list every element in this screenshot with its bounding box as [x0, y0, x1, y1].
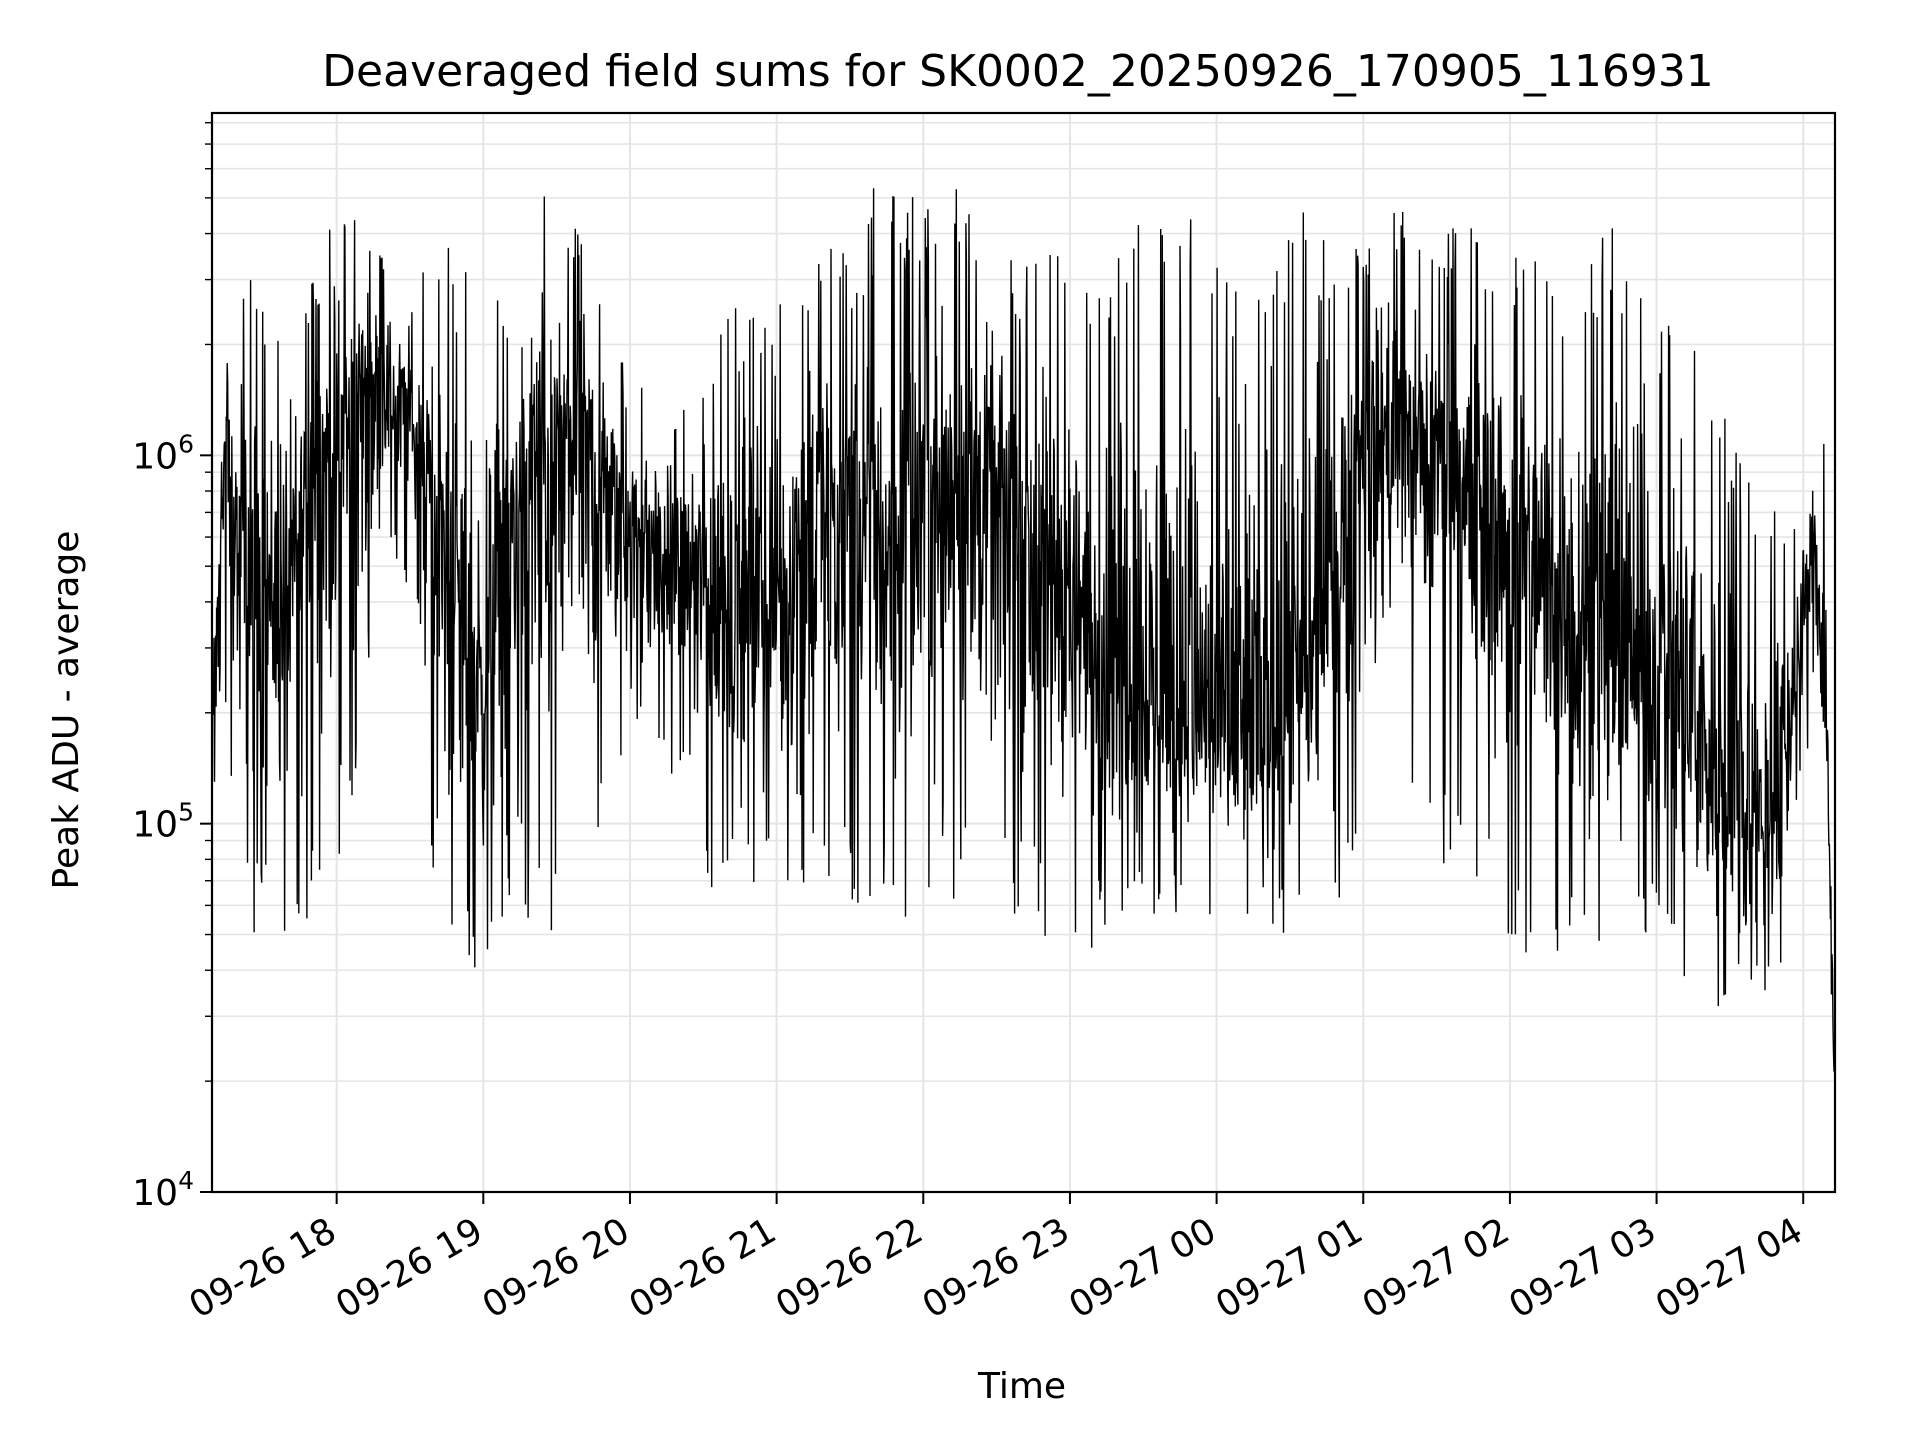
y-tick-label: 106	[132, 429, 194, 477]
y-tick-base: 10	[132, 805, 178, 846]
y-tick-exponent: 6	[178, 429, 194, 458]
chart-title: Deaveraged field sums for SK0002_2025092…	[322, 46, 1714, 97]
axes-frame	[210, 111, 1837, 1194]
y-tick-exponent: 5	[178, 798, 194, 827]
y-axis-label: Peak ADU - average	[46, 531, 87, 890]
series-line-trace	[211, 188, 1836, 1072]
y-tick-base: 10	[132, 436, 178, 477]
x-axis-label: Time	[977, 1366, 1066, 1407]
series-line	[211, 188, 1836, 1072]
y-tick-label: 105	[132, 798, 194, 846]
y-tick-label: 104	[132, 1166, 194, 1214]
y-tick-base: 10	[132, 1173, 178, 1214]
y-tick-exponent: 4	[178, 1166, 194, 1195]
plot-frame	[210, 111, 1837, 1194]
